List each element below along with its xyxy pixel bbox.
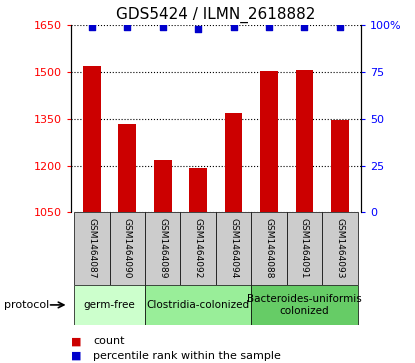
Text: GSM1464092: GSM1464092 <box>193 219 203 279</box>
Text: ■: ■ <box>71 336 81 346</box>
Text: GSM1464089: GSM1464089 <box>158 219 167 279</box>
Point <box>195 26 201 32</box>
Bar <box>295 70 313 212</box>
Bar <box>110 212 145 285</box>
Bar <box>287 212 322 285</box>
Bar <box>145 285 251 325</box>
Bar <box>181 212 216 285</box>
Bar <box>216 212 251 285</box>
Bar <box>145 212 181 285</box>
Bar <box>251 285 357 325</box>
Text: protocol: protocol <box>4 300 49 310</box>
Bar <box>322 212 357 285</box>
Bar <box>154 160 171 212</box>
Text: GSM1464090: GSM1464090 <box>123 219 132 279</box>
Point <box>124 24 131 30</box>
Bar <box>189 168 207 212</box>
Text: GSM1464093: GSM1464093 <box>335 219 344 279</box>
Point <box>230 24 237 30</box>
Point <box>159 24 166 30</box>
Text: germ-free: germ-free <box>84 300 135 310</box>
Bar <box>225 113 242 212</box>
Bar <box>251 212 287 285</box>
Text: GSM1464094: GSM1464094 <box>229 219 238 279</box>
Bar <box>74 212 110 285</box>
Text: Bacteroides-uniformis
colonized: Bacteroides-uniformis colonized <box>247 294 362 316</box>
Point <box>337 24 343 30</box>
Text: GSM1464087: GSM1464087 <box>87 219 96 279</box>
Text: GSM1464091: GSM1464091 <box>300 219 309 279</box>
Point <box>301 24 308 30</box>
Bar <box>260 70 278 212</box>
Bar <box>118 123 136 212</box>
Point <box>266 24 272 30</box>
Text: Clostridia-colonized: Clostridia-colonized <box>146 300 250 310</box>
Text: count: count <box>93 336 125 346</box>
Bar <box>74 285 145 325</box>
Text: ■: ■ <box>71 351 81 361</box>
Bar <box>83 66 101 212</box>
Bar <box>331 121 349 212</box>
Text: GSM1464088: GSM1464088 <box>264 219 273 279</box>
Text: percentile rank within the sample: percentile rank within the sample <box>93 351 281 361</box>
Point <box>88 24 95 30</box>
Title: GDS5424 / ILMN_2618882: GDS5424 / ILMN_2618882 <box>116 7 315 23</box>
